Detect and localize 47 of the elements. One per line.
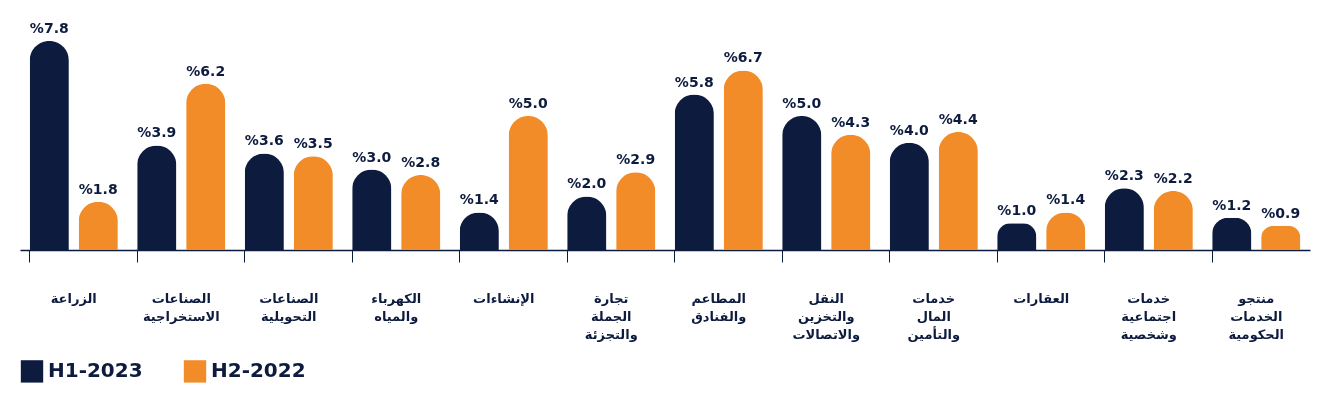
data-label: %0.9	[1261, 204, 1301, 221]
data-label: %5.0	[508, 94, 548, 111]
x-tick-label: النقل والتخزين والاتصالات	[792, 290, 861, 342]
x-tick-label: الكهرباء والمياه	[371, 290, 422, 324]
data-label: %3.9	[137, 124, 177, 141]
data-label: %1.2	[1212, 196, 1252, 213]
bar	[723, 70, 763, 250]
x-tick-label: تجارة الجملة والتجزئة	[584, 290, 638, 342]
data-label: %1.4	[1046, 191, 1086, 208]
data-label: %3.6	[244, 132, 284, 149]
data-label: %1.4	[459, 191, 499, 208]
x-tick-label: الزراعة	[50, 290, 97, 306]
bar	[508, 115, 548, 250]
data-label: %4.3	[831, 113, 871, 130]
data-label: %2.2	[1153, 170, 1193, 187]
x-tick-label: الإنشاءات	[473, 290, 535, 306]
bar	[401, 174, 441, 250]
bar	[1261, 225, 1301, 250]
bar	[831, 134, 871, 250]
data-label: %2.9	[616, 151, 656, 168]
data-label: %5.8	[674, 73, 714, 90]
x-tick-label: منتجو الخدمات الحكومية	[1228, 290, 1285, 342]
data-label: %1.0	[997, 202, 1037, 219]
bar	[938, 132, 978, 250]
data-label: %3.5	[293, 135, 333, 152]
data-label: %3.0	[352, 148, 392, 165]
data-label: %2.3	[1104, 167, 1144, 184]
data-label: %6.7	[723, 49, 763, 66]
legend-label: H2-2022	[211, 358, 306, 383]
data-label: %5.0	[782, 94, 822, 111]
bar	[293, 156, 333, 250]
x-tick-label: العقارات	[1013, 290, 1070, 306]
data-label: %4.0	[889, 121, 929, 138]
data-label: %2.0	[567, 175, 607, 192]
x-tick-label: الصناعات الاستخراجية	[142, 290, 220, 324]
data-label: %7.8	[29, 19, 69, 36]
x-tick-label: الصناعات التحويلية	[259, 290, 319, 324]
x-tick-label: خدمات اجتماعية وشخصية	[1120, 290, 1177, 342]
x-tick-label: المطاعم والفنادق	[691, 290, 747, 324]
legend-label: H1-2023	[48, 358, 143, 383]
data-label: %2.8	[401, 153, 441, 170]
x-tick-label: خدمات المال والتأمين	[907, 290, 961, 342]
data-label: %1.8	[78, 180, 118, 197]
bar	[616, 172, 656, 250]
data-label: %6.2	[186, 62, 226, 79]
bar	[186, 83, 226, 250]
data-label: %4.4	[938, 111, 978, 128]
